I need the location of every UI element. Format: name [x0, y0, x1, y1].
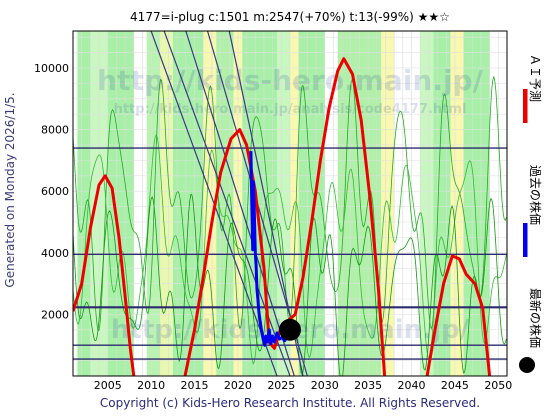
y-tick-label: 10000	[34, 62, 69, 75]
background-band	[133, 31, 147, 376]
x-tick-label: 2050	[484, 379, 512, 392]
background-band	[463, 31, 490, 376]
legend-label-latest: 最新の株価	[528, 288, 543, 348]
watermark-sub: http://kids-hero.main.jp/analysis/code41…	[114, 102, 467, 117]
plot-frame	[72, 30, 508, 377]
x-tick-label: 2015	[181, 379, 209, 392]
background-band	[276, 31, 290, 376]
legend-label-ai: ＡＩ予測	[528, 54, 542, 102]
latest-price-marker	[279, 318, 301, 341]
x-tick-label: 2045	[441, 379, 469, 392]
x-tick-label: 2020	[224, 379, 252, 392]
x-tick-label: 2010	[137, 379, 165, 392]
background-band	[394, 31, 421, 376]
legend-marker-latest	[519, 357, 535, 373]
watermark-main: http://kids-hero.main.jp/	[97, 64, 483, 97]
axis-ticks: 2005 2010 2015 2020 2025 2030 2035 2040 2045 2050…	[34, 62, 512, 392]
series-layer	[73, 57, 492, 376]
background-band	[298, 31, 325, 376]
y-tick-label: 6000	[41, 185, 69, 198]
legend-item-past: 過去の株価	[523, 165, 543, 257]
ai-forecast-line	[73, 174, 136, 376]
x-tick-label: 2005	[94, 379, 122, 392]
legend: ＡＩ予測 過去の株価 最新の株価	[519, 54, 543, 373]
background-band	[420, 31, 434, 376]
background-band	[159, 31, 173, 376]
indicator-line	[73, 193, 507, 376]
generated-date-label: Generated on Monday 2026/1/5.	[3, 92, 17, 287]
legend-item-latest: 最新の株価	[519, 288, 543, 373]
copyright-footer: Copyright (c) Kids-Hero Research Institu…	[100, 396, 480, 410]
ai-forecast-line	[425, 254, 492, 376]
x-tick-label: 2040	[398, 379, 426, 392]
legend-item-ai: ＡＩ予測	[523, 54, 542, 123]
x-tick-label: 2025	[267, 379, 295, 392]
past-price-line	[249, 151, 289, 347]
x-tick-label: 2030	[311, 379, 339, 392]
chart-title: 4177=i-plug c:1501 m:2547(+70%) t:13(-99…	[130, 10, 450, 24]
y-tick-label: 2000	[41, 308, 69, 321]
legend-label-past: 過去の株価	[528, 165, 543, 225]
horizontal-levels	[73, 147, 507, 360]
y-tick-label: 4000	[41, 247, 69, 260]
y-tick-label: 8000	[41, 124, 69, 137]
background-band	[172, 31, 204, 376]
trend-line	[185, 31, 295, 376]
x-tick-label: 2035	[354, 379, 382, 392]
legend-swatch-ai	[523, 89, 528, 123]
legend-swatch-past	[523, 223, 528, 257]
